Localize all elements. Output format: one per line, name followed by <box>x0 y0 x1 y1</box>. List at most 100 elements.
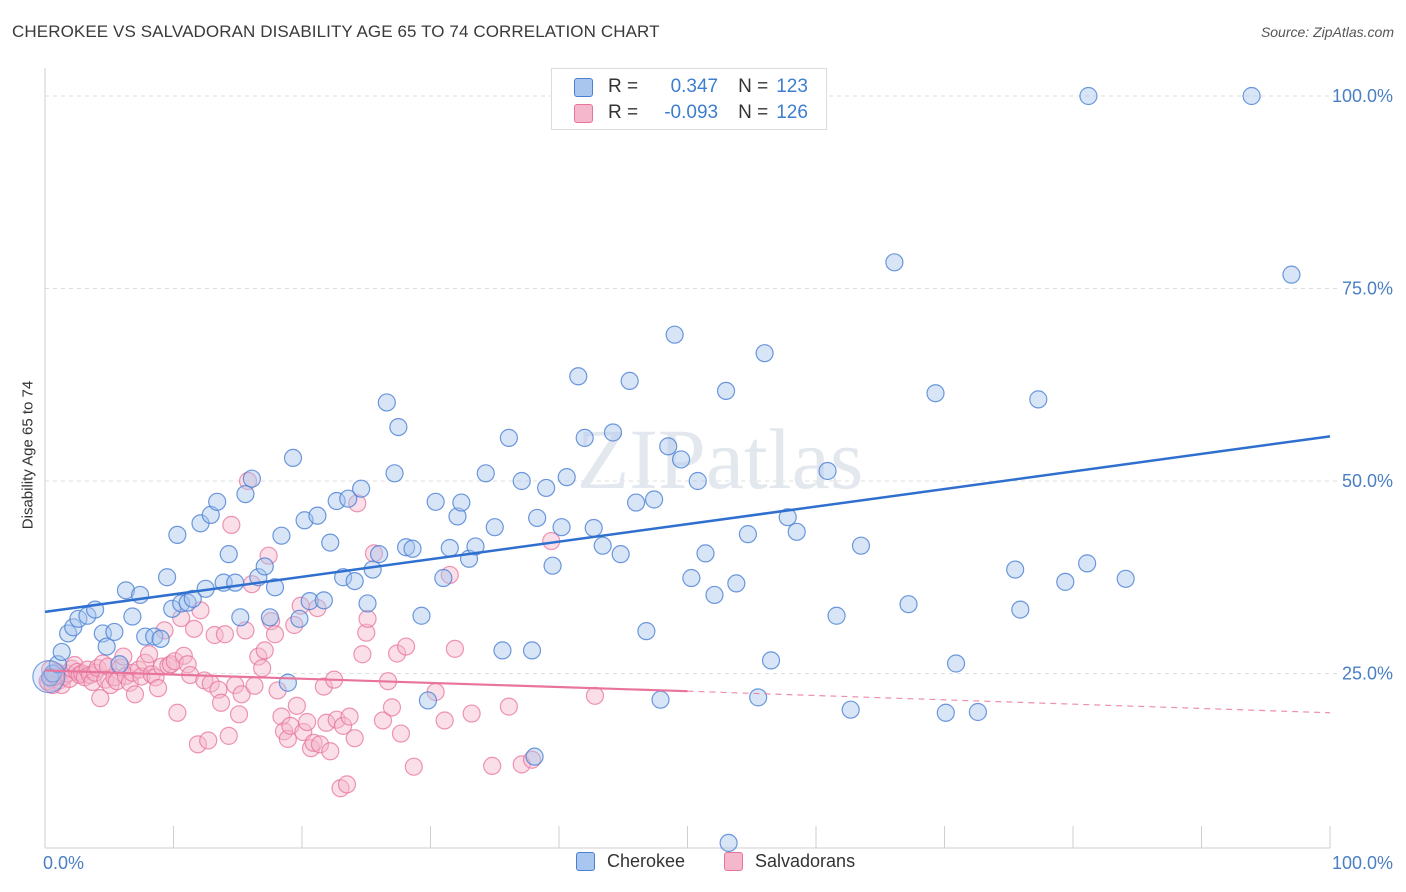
cherokee-point <box>151 629 170 648</box>
salvadoran-swatch <box>574 103 593 123</box>
cherokee-point <box>644 490 664 509</box>
salvadoran-point <box>255 641 274 660</box>
cherokee-point <box>603 423 623 442</box>
cherokee-point <box>396 538 416 557</box>
salvadoran-point <box>139 645 159 664</box>
bottom-legend: Cherokee Salvadorans <box>0 851 1406 877</box>
salvadoran-point <box>387 644 407 663</box>
cherokee-point <box>283 448 303 467</box>
cherokee-point <box>290 609 309 628</box>
cherokee-point <box>696 544 715 563</box>
cherokee-point <box>105 622 124 642</box>
salvadoran-point <box>232 685 251 704</box>
cherokee-point <box>476 464 495 483</box>
cherokee-point <box>278 673 297 692</box>
salvadoran-point <box>253 659 272 678</box>
cherokee-point <box>226 573 245 592</box>
legend: R = 0.347 N = 123 R = -0.093 N = 126 <box>551 68 827 130</box>
cherokee-point <box>201 505 220 524</box>
legend-n-label: N = <box>738 76 769 97</box>
salvadoran-point <box>229 705 249 724</box>
salvadoran-point <box>168 703 187 722</box>
salvadoran-point <box>287 696 306 715</box>
cherokee-point <box>818 461 837 481</box>
cherokee-point <box>345 571 364 591</box>
cherokee-point <box>528 508 547 528</box>
cherokee-point <box>370 545 389 564</box>
cherokee-point <box>1116 569 1135 588</box>
cherokee-point <box>1006 560 1025 579</box>
cherokee-point <box>778 508 797 527</box>
cherokee-point <box>1011 600 1030 619</box>
cherokee-point <box>377 393 396 412</box>
cherokee-point <box>593 536 612 555</box>
cherokee-point <box>452 493 471 512</box>
cherokee-point <box>626 493 646 512</box>
cherokee-point <box>512 471 531 491</box>
cherokee-point <box>620 371 639 390</box>
cherokee-point <box>116 581 136 600</box>
cherokee-point <box>219 545 238 564</box>
cherokee-point <box>749 688 768 707</box>
cherokee-point <box>525 747 544 766</box>
salvadoran-r-value: -0.093 <box>664 102 719 123</box>
salvadoran-point <box>111 658 130 677</box>
chart-title: CHEROKEE VS SALVADORAN DISABILITY AGE 65… <box>12 22 660 41</box>
cherokee-point <box>412 606 431 625</box>
cherokee-point <box>682 568 701 588</box>
salvadoran-point <box>314 677 333 696</box>
salvadoran-point <box>334 716 353 735</box>
salvadoran-point <box>222 515 241 534</box>
cherokee-point <box>352 479 371 498</box>
cherokee-point <box>611 545 630 564</box>
cherokee-point <box>727 574 746 593</box>
cherokee-point <box>418 691 438 710</box>
cherokee-point <box>236 484 255 504</box>
salvadoran-point <box>345 729 364 748</box>
salvadoran-point <box>396 637 416 656</box>
cherokee-point <box>314 591 333 610</box>
salvadoran-point <box>211 693 231 712</box>
cherokee-point <box>32 659 66 694</box>
cherokee-point <box>719 833 738 853</box>
salvadoran-point <box>337 775 357 794</box>
watermark: ZIPatlas <box>577 411 864 507</box>
cherokee-point <box>97 637 116 656</box>
salvadoran-n-value: 126 <box>776 102 808 123</box>
cherokee-point <box>659 437 678 456</box>
cherokee-point <box>537 478 556 498</box>
salvadoran-point <box>310 735 330 754</box>
salvadoran-point <box>585 686 605 705</box>
bottom-legend-cherokee-label: Cherokee <box>607 851 686 871</box>
cherokee-point <box>485 518 504 537</box>
cherokee-point <box>543 556 562 575</box>
salvadoran-point <box>188 735 208 754</box>
y-tick-label: 75.0% <box>1342 279 1393 299</box>
tick-labels: 25.0% 50.0% 75.0% 100.0% 0.0% 100.0% <box>43 86 1393 873</box>
cherokee-point <box>265 578 285 597</box>
y-tick-label: 50.0% <box>1342 471 1393 491</box>
cherokee-point <box>637 622 656 641</box>
salvadoran-point <box>205 625 224 645</box>
cherokee-point <box>761 651 781 670</box>
cherokee-point <box>255 557 274 576</box>
cherokee-point <box>403 539 422 558</box>
salvadoran-point <box>184 619 204 638</box>
cherokee-point <box>885 253 904 272</box>
cherokee-point <box>1079 86 1098 106</box>
cherokee-n-value: 123 <box>776 76 808 97</box>
cherokee-point <box>123 607 142 626</box>
cherokee-point <box>738 525 757 544</box>
cherokee-point <box>172 594 191 613</box>
cherokee-point <box>300 592 319 611</box>
trend-lines <box>44 435 1331 714</box>
salvadoran-point <box>298 712 317 732</box>
x-tick-label: 100.0% <box>1332 853 1393 873</box>
salvadoran-point <box>404 757 423 776</box>
salvadoran-point <box>435 711 454 730</box>
salvadoran-point <box>522 750 542 769</box>
legend-n-label: N = <box>738 102 769 123</box>
cherokee-point <box>671 450 691 469</box>
cherokee-point <box>110 655 129 674</box>
